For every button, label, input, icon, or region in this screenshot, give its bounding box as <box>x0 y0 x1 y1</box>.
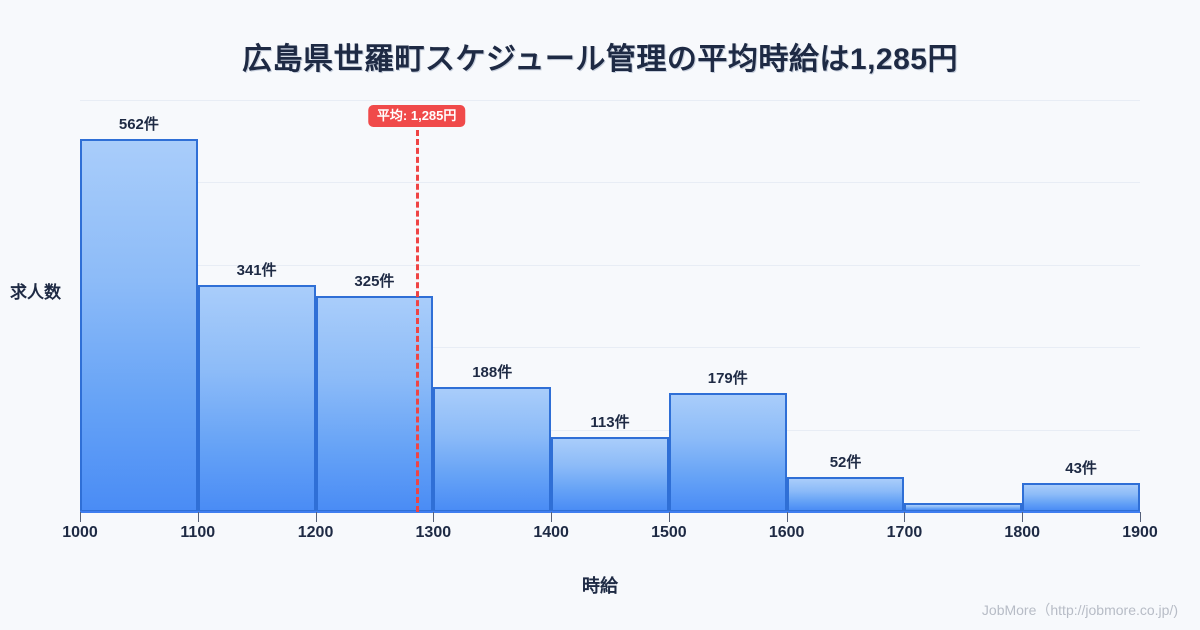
gridline <box>80 182 1140 184</box>
footer-attribution: JobMore（http://jobmore.co.jp/) <box>981 602 1178 618</box>
x-axis-tick <box>433 512 435 522</box>
bar[interactable] <box>80 138 198 512</box>
x-axis-tick <box>551 512 553 522</box>
x-axis-tick-label: 1500 <box>651 524 687 541</box>
x-axis-tick <box>904 512 906 522</box>
x-axis-tick-label: 1200 <box>297 524 334 541</box>
bar[interactable] <box>551 436 669 512</box>
gridline <box>80 347 1140 349</box>
x-axis-tick-label: 1700 <box>886 524 923 541</box>
average-badge: 平均: 1,285円 <box>367 105 466 127</box>
bar-value-label: 188件 <box>472 364 513 382</box>
average-line <box>415 130 419 512</box>
bar-value-label: 113件 <box>590 413 630 431</box>
x-axis-tick-label: 1400 <box>533 524 569 541</box>
x-axis-tick <box>197 512 199 522</box>
bar-value-label: 43件 <box>1065 460 1097 478</box>
bar-value-label: 52件 <box>829 454 862 472</box>
page-title: 広島県世羅町スケジュール管理の平均時給は1,285円 <box>242 43 958 76</box>
x-axis-tick <box>1022 512 1024 522</box>
bar[interactable] <box>197 285 316 512</box>
x-axis-tick <box>315 512 317 522</box>
bar[interactable] <box>433 387 552 512</box>
x-axis-tick <box>80 512 81 522</box>
gridline <box>80 429 1140 431</box>
plot-area: 562件 341件 325件 188件 113件 179件 52件 43件 <box>80 100 1140 513</box>
x-axis-tick-label: 1800 <box>1004 524 1041 541</box>
x-axis-tick-label: 1100 <box>180 524 216 541</box>
bar-value-label: 341件 <box>236 262 277 280</box>
x-axis-tick-label: 1900 <box>1122 524 1158 541</box>
bar-value-label: 325件 <box>354 273 395 291</box>
bar-series: 562件 341件 325件 188件 113件 179件 52件 43件 <box>80 100 1140 512</box>
bar[interactable] <box>1022 483 1140 512</box>
gridline <box>80 264 1140 266</box>
bar[interactable] <box>668 393 787 512</box>
x-axis-tick <box>1140 512 1141 522</box>
bar-value-label: 179件 <box>707 370 748 388</box>
x-axis-tick-label: 1600 <box>768 524 805 541</box>
x-axis-tick-label: 1000 <box>62 524 98 541</box>
x-axis-tick <box>668 512 670 522</box>
bar[interactable] <box>315 296 434 512</box>
y-axis-title: 求人数 <box>10 283 61 302</box>
x-axis-tick-label: 1300 <box>415 524 452 541</box>
bar[interactable] <box>786 477 905 512</box>
bar-value-label: 562件 <box>118 115 159 133</box>
x-axis-baseline <box>80 511 1140 513</box>
x-axis-title: 時給 <box>582 576 618 596</box>
x-axis-tick <box>786 512 788 522</box>
gridline <box>80 100 1140 101</box>
